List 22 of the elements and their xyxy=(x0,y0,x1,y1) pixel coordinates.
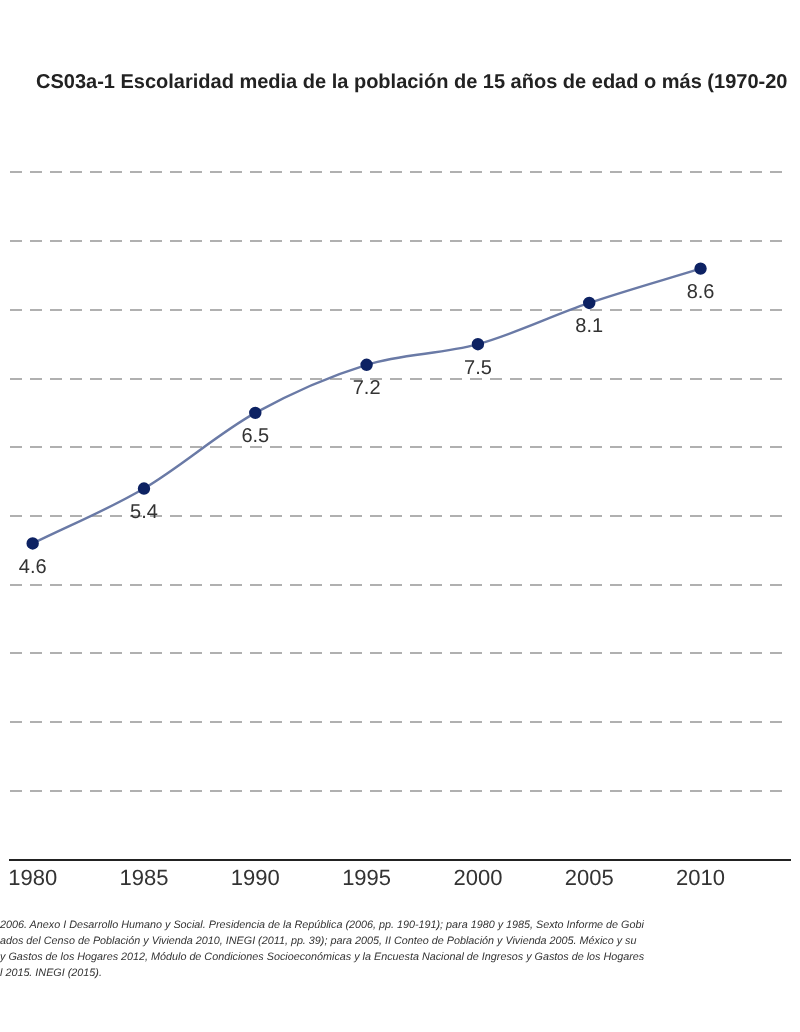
x-tick-label: 2000 xyxy=(453,866,503,891)
data-label: 5.4 xyxy=(130,502,159,525)
x-tick-label: 1985 xyxy=(119,866,169,891)
data-label: 6.5 xyxy=(241,426,271,449)
data-label: 8.1 xyxy=(575,316,605,339)
x-tick-label: 1990 xyxy=(230,866,280,891)
data-label: 4.6 xyxy=(18,556,48,579)
point xyxy=(694,262,707,275)
point xyxy=(360,358,373,372)
data-label: 8.6 xyxy=(686,282,716,305)
x-tick-label: 1980 xyxy=(8,866,58,891)
x-tick-label: 2005 xyxy=(564,866,614,891)
x-tick-label: 2010 xyxy=(676,866,726,891)
chart-title: CS03a-1 Escolaridad media de la población de 15 años de edad o más (1970-20 xyxy=(34,70,790,94)
data-label: 7.5 xyxy=(464,357,493,380)
point xyxy=(249,406,262,420)
x-tick-label: 1995 xyxy=(342,866,392,891)
point xyxy=(26,537,39,550)
point xyxy=(471,338,485,351)
data-label: 7.2 xyxy=(352,378,382,401)
point xyxy=(137,482,151,495)
point xyxy=(583,296,596,310)
